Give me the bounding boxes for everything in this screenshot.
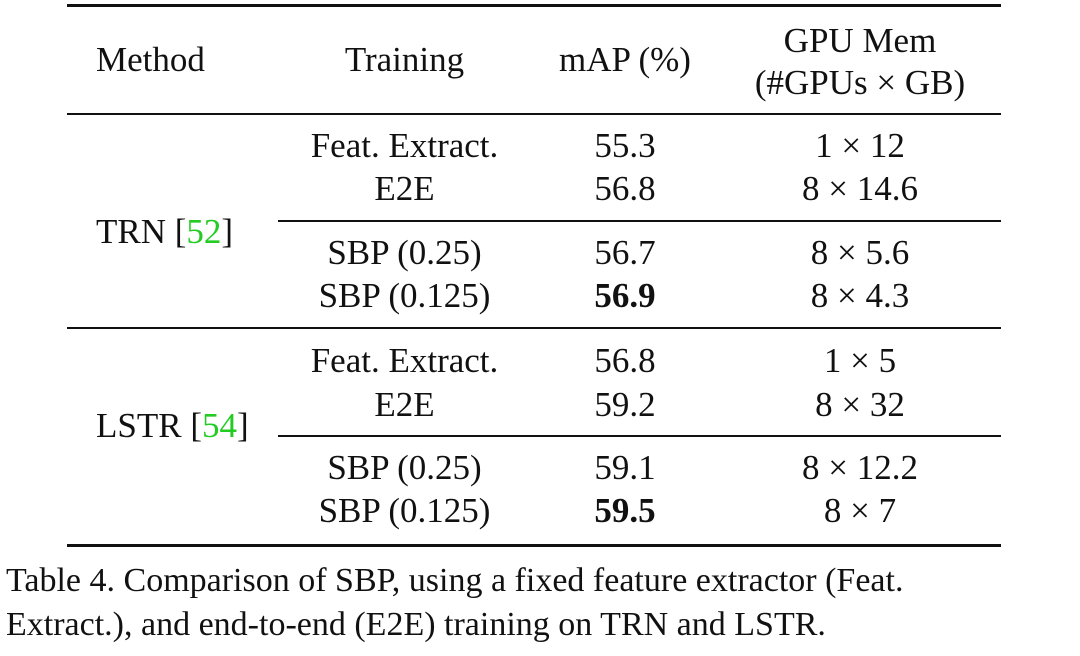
header-training: Training xyxy=(344,40,465,79)
table-cell-training: Feat. Extract. xyxy=(310,341,499,380)
table-group-rule xyxy=(67,327,1001,329)
table-cell-training: Feat. Extract. xyxy=(310,126,499,165)
table-cell-gpu-mem: 8 × 12.2 xyxy=(802,448,918,487)
citation-link[interactable]: 52 xyxy=(186,212,222,251)
header-map: mAP (%) xyxy=(559,40,691,79)
table-cell-map-best: 56.9 xyxy=(594,276,656,315)
table-cell-gpu-mem: 8 × 5.6 xyxy=(810,233,910,272)
table-cell-map: 56.8 xyxy=(594,341,656,380)
caption-line-2: Extract.), and end-to-end (E2E) training… xyxy=(6,606,826,643)
table-cell-training: SBP (0.125) xyxy=(318,276,491,315)
table-cell-training: E2E xyxy=(374,385,435,424)
table-cell-gpu-mem: 1 × 5 xyxy=(823,341,897,380)
method-lstr: LSTR [54] xyxy=(67,405,278,447)
ref-bracket-open: [ xyxy=(174,212,187,251)
ref-bracket-open: [ xyxy=(190,406,202,445)
ref-bracket-close: ] xyxy=(236,406,249,445)
citation-link[interactable]: 54 xyxy=(201,406,237,445)
table-cell-gpu-mem: 8 × 7 xyxy=(823,491,897,530)
table-cell-map-best: 59.5 xyxy=(594,491,656,530)
table-cell-gpu-mem: 1 × 12 xyxy=(815,126,905,165)
table-cell-gpu-mem: 8 × 4.3 xyxy=(810,276,910,315)
table-top-rule xyxy=(67,4,1001,7)
table-caption: Table 4. Comparison of SBP, using a fixe… xyxy=(6,559,1076,647)
header-method: Method xyxy=(96,40,205,79)
table-cell-map: 56.8 xyxy=(594,169,656,208)
table-cell-training: SBP (0.125) xyxy=(318,491,491,530)
lstr-group-divider xyxy=(278,435,1001,437)
method-name: TRN xyxy=(96,212,166,251)
table-cell-training: SBP (0.25) xyxy=(327,448,482,487)
header-gpu-mem-line2: (#GPUs × GB) xyxy=(754,63,966,102)
table-cell-gpu-mem: 8 × 32 xyxy=(815,385,905,424)
header-gpu-mem: GPU Mem (#GPUs × GB) xyxy=(720,20,1000,104)
method-trn: TRN [52] xyxy=(67,211,278,253)
table-cell-map: 59.1 xyxy=(594,448,656,487)
table-cell-training: SBP (0.25) xyxy=(327,233,482,272)
table-header-rule xyxy=(67,113,1001,115)
table-cell-map: 56.7 xyxy=(594,233,656,272)
table-bottom-rule xyxy=(67,544,1001,547)
trn-group-divider xyxy=(278,220,1001,222)
table-cell-map: 59.2 xyxy=(594,385,656,424)
table-cell-gpu-mem: 8 × 14.6 xyxy=(802,169,918,208)
caption-line-1: Table 4. Comparison of SBP, using a fixe… xyxy=(6,562,904,599)
method-name: LSTR xyxy=(96,406,182,445)
ref-bracket-close: ] xyxy=(221,212,234,251)
table-cell-map: 55.3 xyxy=(594,126,656,165)
header-gpu-mem-line1: GPU Mem xyxy=(783,21,937,60)
table-cell-training: E2E xyxy=(374,169,435,208)
